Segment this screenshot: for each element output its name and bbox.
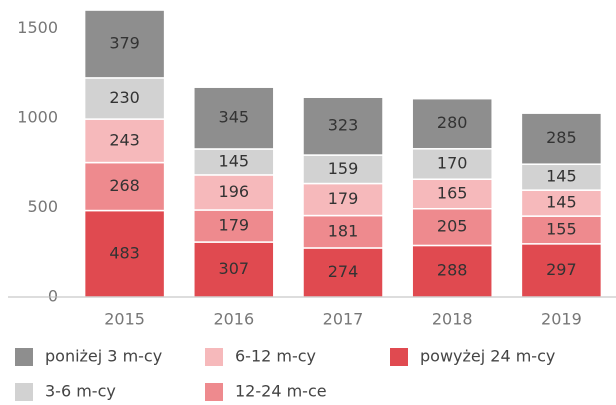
data-label: 323 xyxy=(328,116,359,135)
y-tick-label: 0 xyxy=(48,287,58,306)
bar-segment xyxy=(520,112,603,165)
bar-segment xyxy=(193,209,275,243)
legend-label: poniżej 3 m-cy xyxy=(45,347,162,366)
data-label: 268 xyxy=(109,176,140,195)
bar-segment xyxy=(411,208,493,247)
bar-segment xyxy=(83,209,166,298)
x-tick-label: 2015 xyxy=(104,310,145,329)
legend-swatch xyxy=(15,348,33,366)
bar-segment xyxy=(411,97,493,150)
data-label: 280 xyxy=(437,113,468,132)
data-label: 483 xyxy=(109,243,140,262)
bar-segment xyxy=(83,9,166,79)
data-label: 196 xyxy=(219,182,250,201)
x-tick-label: 2016 xyxy=(213,310,254,329)
bar-segment xyxy=(411,244,493,298)
bar-segment xyxy=(520,163,603,191)
legend-label: 6-12 m-cy xyxy=(235,347,316,366)
bar-segment xyxy=(193,174,275,211)
data-label: 145 xyxy=(546,193,577,212)
bar-segment xyxy=(411,178,493,210)
data-label: 159 xyxy=(328,159,359,178)
bar-segment xyxy=(302,247,384,298)
bar-segment xyxy=(520,243,603,298)
x-tick-label: 2019 xyxy=(541,310,582,329)
y-tick-label: 1000 xyxy=(17,108,58,127)
data-label: 179 xyxy=(219,216,250,235)
data-label: 379 xyxy=(109,33,140,52)
bar-segment xyxy=(302,96,384,156)
bar-segment xyxy=(193,86,275,150)
bar-segment xyxy=(193,241,275,298)
legend-label: 3-6 m-cy xyxy=(45,382,116,401)
data-label: 165 xyxy=(437,183,468,202)
legend-swatch xyxy=(205,348,223,366)
bar-segment xyxy=(193,148,275,176)
bar-segment xyxy=(83,161,166,212)
data-label: 155 xyxy=(546,219,577,238)
data-label: 274 xyxy=(328,262,359,281)
bar-segment xyxy=(411,148,493,180)
x-tick-label: 2018 xyxy=(432,310,473,329)
legend-swatch xyxy=(205,383,223,401)
bar-segment xyxy=(302,182,384,217)
data-label: 181 xyxy=(328,221,359,240)
data-label: 345 xyxy=(219,108,250,127)
data-label: 145 xyxy=(546,167,577,186)
data-label: 230 xyxy=(109,88,140,107)
data-label: 145 xyxy=(219,151,250,170)
legend-swatch xyxy=(390,348,408,366)
data-label: 170 xyxy=(437,154,468,173)
legend-swatch xyxy=(15,383,33,401)
legend-label: powyżej 24 m-cy xyxy=(420,347,555,366)
y-tick-label: 1500 xyxy=(17,18,58,37)
data-label: 205 xyxy=(437,217,468,236)
data-label: 243 xyxy=(109,130,140,149)
legend-label: 12-24 m-ce xyxy=(235,382,327,401)
x-tick-label: 2017 xyxy=(323,310,364,329)
bar-segment xyxy=(302,214,384,249)
y-tick-label: 500 xyxy=(27,197,58,216)
bar-segment xyxy=(83,77,166,120)
data-label: 285 xyxy=(546,128,577,147)
data-label: 288 xyxy=(437,261,468,280)
data-label: 307 xyxy=(219,259,250,278)
data-label: 179 xyxy=(328,189,359,208)
data-label: 297 xyxy=(546,260,577,279)
